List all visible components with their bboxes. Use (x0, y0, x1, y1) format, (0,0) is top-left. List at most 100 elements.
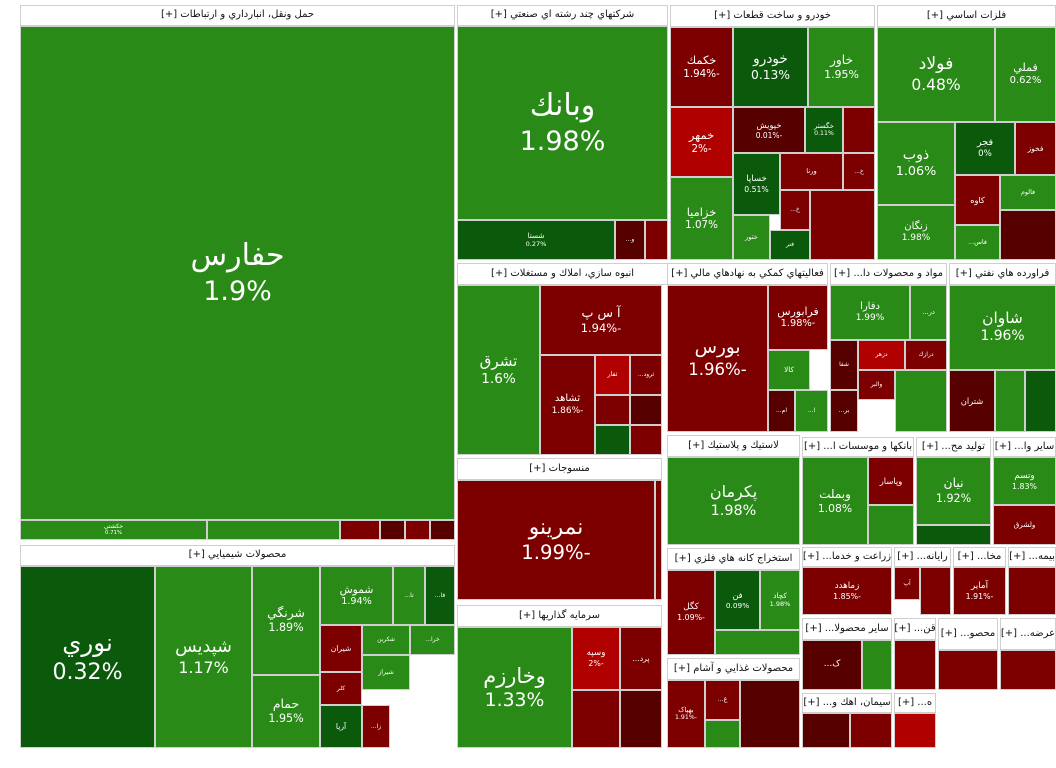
sector-header[interactable]: ساير وا... [+] (993, 437, 1056, 457)
stock-tile[interactable] (995, 370, 1025, 432)
stock-tile[interactable]: شاوان 1.96% (949, 285, 1056, 370)
stock-tile[interactable]: زماهدد -1.85% (802, 567, 892, 615)
stock-tile[interactable] (430, 520, 455, 540)
stock-tile[interactable]: بر... (830, 390, 858, 432)
stock-tile[interactable]: وبملت 1.08% (802, 457, 868, 545)
sector-header[interactable]: ساير محصولا... [+] (802, 618, 892, 640)
sector-header[interactable]: محصولات شيميايي [+] (20, 545, 455, 566)
stock-tile[interactable] (620, 690, 662, 748)
stock-tile[interactable]: کلر (320, 672, 362, 705)
stock-tile[interactable]: پرد... (620, 627, 662, 690)
stock-tile[interactable]: نوري 0.32% (20, 566, 155, 748)
sector-header[interactable]: منسوجات [+] (457, 458, 662, 480)
stock-tile[interactable]: خزاميا 1.07% (670, 177, 733, 260)
stock-tile[interactable] (207, 520, 340, 540)
stock-tile[interactable] (862, 640, 892, 690)
stock-tile[interactable]: آماير -1.91% (953, 567, 1006, 615)
stock-tile[interactable]: حفارس 1.9% (20, 26, 455, 520)
sector-header[interactable]: مخا... [+] (953, 547, 1006, 567)
stock-tile[interactable]: وتسم 1.83% (993, 457, 1056, 505)
stock-tile[interactable]: ا... (795, 390, 828, 432)
stock-tile[interactable]: کاوه (955, 175, 1000, 225)
stock-tile[interactable]: ختور (733, 215, 770, 260)
stock-tile[interactable]: زا... (362, 705, 390, 748)
stock-tile[interactable]: فولاد 0.48% (877, 27, 995, 122)
stock-tile[interactable] (894, 640, 936, 690)
stock-tile[interactable]: ثرود... (630, 355, 662, 395)
stock-tile[interactable]: کالا (768, 350, 810, 390)
stock-tile[interactable] (405, 520, 430, 540)
sector-header[interactable]: بانکها و موسسات ا... [+] (802, 437, 914, 457)
stock-tile[interactable] (916, 525, 991, 545)
stock-tile[interactable]: غ... (705, 680, 740, 720)
sector-header[interactable]: انبوه سازي، املاك و مستغلات [+] (457, 263, 668, 285)
stock-tile[interactable] (705, 720, 740, 748)
stock-tile[interactable]: شرنگي 1.89% (252, 566, 320, 675)
stock-tile[interactable]: وبانك 1.98% (457, 26, 668, 220)
stock-tile[interactable] (920, 567, 951, 615)
sector-header[interactable]: فلزات اساسي [+] (877, 5, 1056, 27)
stock-tile[interactable]: و... (615, 220, 645, 260)
stock-tile[interactable] (1008, 567, 1056, 615)
sector-header[interactable]: محصو... [+] (938, 618, 998, 650)
stock-tile[interactable] (645, 220, 668, 260)
stock-tile[interactable]: فملي 0.62% (995, 27, 1056, 122)
stock-tile[interactable]: خمهر -2% (670, 107, 733, 177)
sector-header[interactable]: مواد و محصولات دا... [+] (830, 263, 947, 285)
stock-tile[interactable]: خکمك -1.94% (670, 27, 733, 107)
stock-tile[interactable]: فخوز (1015, 122, 1056, 175)
stock-tile[interactable]: حمام 1.95% (252, 675, 320, 748)
stock-tile[interactable] (630, 395, 662, 425)
sector-header[interactable]: عرضه... [+] (1000, 618, 1056, 650)
stock-tile[interactable]: زنگان 1.98% (877, 205, 955, 260)
stock-tile[interactable]: وسپه -2% (572, 627, 620, 690)
stock-tile[interactable] (595, 425, 630, 455)
stock-tile[interactable]: فجر 0% (955, 122, 1015, 175)
stock-tile[interactable]: آ س پ -1.94% (540, 285, 662, 355)
sector-header[interactable]: سرمايه گذاريها [+] (457, 605, 662, 627)
stock-tile[interactable]: شکربن (362, 625, 410, 655)
stock-tile[interactable]: ام... (768, 390, 795, 432)
stock-tile[interactable] (572, 690, 620, 748)
stock-tile[interactable]: فرابورس -1.98% (768, 285, 828, 350)
stock-tile[interactable]: فاس... (955, 225, 1000, 260)
sector-header[interactable]: زراعت و خدما... [+] (802, 547, 892, 567)
stock-tile[interactable]: آريا (320, 705, 362, 748)
stock-tile[interactable]: خگستر 0.11% (805, 107, 843, 153)
stock-tile[interactable] (1025, 370, 1056, 432)
sector-header[interactable]: رايانه... [+] (894, 547, 951, 567)
stock-tile[interactable] (1000, 650, 1056, 690)
stock-tile[interactable]: در... (910, 285, 947, 340)
stock-tile[interactable]: دفارا 1.99% (830, 285, 910, 340)
stock-tile[interactable]: خساپا 0.51% (733, 153, 780, 215)
stock-tile[interactable] (340, 520, 380, 540)
stock-tile[interactable]: خپويش -0.01% (733, 107, 805, 153)
sector-header[interactable]: شركتهاي چند رشته اي صنعتي [+] (457, 5, 668, 26)
stock-tile[interactable]: خ... (843, 153, 875, 190)
stock-tile[interactable]: شپديس 1.17% (155, 566, 252, 748)
stock-tile[interactable]: نمرينو -1.99% (457, 480, 655, 600)
stock-tile[interactable]: وپاسار (868, 457, 914, 505)
stock-tile[interactable]: خرا... (410, 625, 455, 655)
stock-tile[interactable] (868, 505, 914, 545)
stock-tile[interactable]: فا... (425, 566, 455, 625)
stock-tile[interactable] (380, 520, 405, 540)
stock-tile[interactable] (595, 395, 630, 425)
stock-tile[interactable]: خ... (780, 190, 810, 230)
sector-header[interactable]: توليد مح... [+] (916, 437, 991, 457)
sector-header[interactable]: فراورده هاي نفتي [+] (949, 263, 1056, 285)
sector-header[interactable]: حمل ونقل، انبارداري و ارتباطات [+] (20, 5, 455, 26)
stock-tile[interactable]: ورنا (780, 153, 843, 190)
stock-tile[interactable]: بورس -1.96% (667, 285, 768, 432)
stock-tile[interactable] (895, 370, 947, 432)
stock-tile[interactable]: شيران (320, 625, 362, 672)
sector-header[interactable]: لاستيك و پلاستيك [+] (667, 435, 800, 457)
stock-tile[interactable]: ذوب 1.06% (877, 122, 955, 205)
stock-tile[interactable]: ثشاهد -1.86% (540, 355, 595, 455)
sector-header[interactable]: بيمه... [+] (1008, 547, 1056, 567)
stock-tile[interactable] (715, 630, 800, 655)
stock-tile[interactable]: کچاد 1.98% (760, 570, 800, 630)
sector-header[interactable]: قن... [+] (894, 618, 936, 640)
stock-tile[interactable] (850, 713, 892, 748)
stock-tile[interactable]: وخارزم 1.33% (457, 627, 572, 748)
